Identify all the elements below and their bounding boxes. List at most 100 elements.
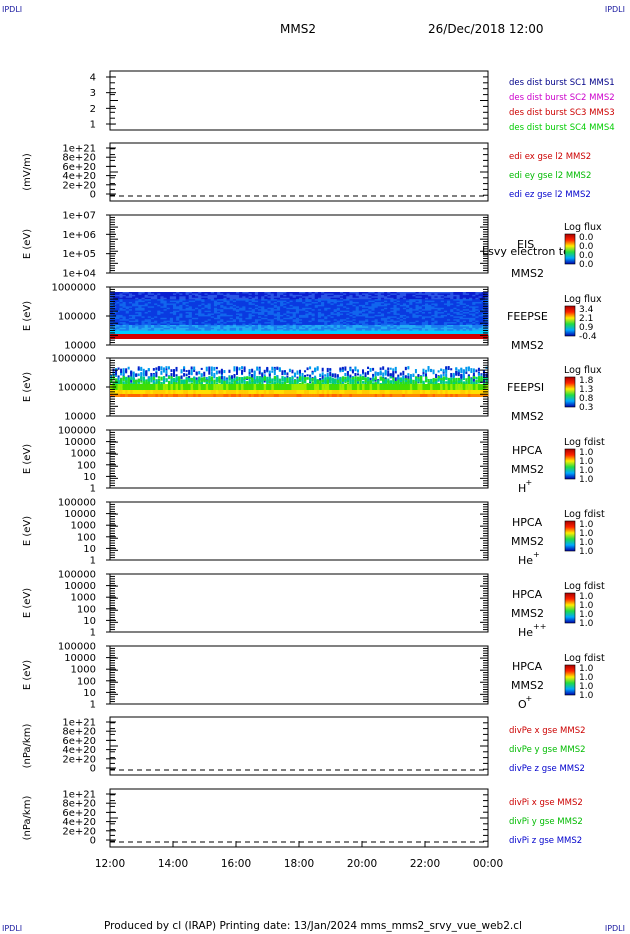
spectrogram-cell: [402, 300, 407, 303]
spectrogram-cell: [144, 314, 149, 317]
spectrogram-cell: [270, 310, 275, 313]
spectrogram-cell: [336, 299, 341, 301]
spectrogram-cell: [264, 307, 268, 310]
spectrogram-cell: [358, 326, 363, 329]
spectrogram-cell: [251, 304, 256, 307]
spectrogram-cell: [481, 326, 486, 329]
spectrogram-cell: [475, 306, 479, 309]
spectrogram-cell: [311, 303, 316, 306]
spectrogram-cell: [140, 377, 143, 381]
spectrogram-cell: [264, 293, 268, 296]
spectrogram-cell: [283, 322, 287, 324]
spectrogram-cell: [213, 320, 218, 323]
spectrogram-cell: [112, 371, 115, 375]
spectrogram-cell: [377, 294, 382, 297]
spectrogram-cell: [472, 310, 476, 313]
spectrogram-cell: [321, 323, 325, 326]
spectrogram-cell: [179, 310, 183, 313]
spectrogram-cell: [163, 300, 168, 303]
spectrogram-cell: [132, 332, 136, 334]
spectrogram-cell: [166, 317, 171, 320]
spectrogram-cell: [336, 292, 341, 294]
spectrogram-cell: [135, 373, 138, 377]
spectrogram-cell: [336, 324, 341, 327]
spectrogram-cell: [321, 296, 325, 299]
spectrogram-cell: [239, 297, 243, 300]
spectrogram-cell: [390, 322, 394, 324]
spectrogram-cell: [362, 313, 366, 316]
spectrogram-cell: [141, 312, 146, 314]
spectrogram-cell: [173, 307, 177, 310]
spectrogram-cell: [185, 292, 190, 294]
spectrogram-cell: [402, 292, 407, 294]
spectrogram-cell: [223, 319, 227, 322]
spectrogram-cell: [431, 319, 435, 322]
spectrogram-cell: [258, 320, 262, 323]
spectrogram-cell: [195, 377, 198, 380]
spectrogram-cell: [374, 302, 379, 304]
spectrogram-cell: [258, 384, 262, 390]
spectrogram-cell: [122, 303, 127, 306]
spectrogram-cell: [450, 332, 454, 334]
spectrogram-cell: [236, 297, 240, 300]
spectrogram-cell: [453, 332, 457, 334]
spectrogram-cell: [324, 394, 328, 397]
spectrogram-cell: [355, 317, 360, 320]
spectrogram-cell: [163, 310, 168, 313]
spectrogram-cell: [116, 296, 120, 299]
spectrogram-cell: [289, 332, 294, 334]
spectrogram-cell: [119, 312, 123, 314]
spectrogram-cell: [346, 307, 350, 310]
spectrogram-cell: [175, 382, 178, 385]
spectrogram-cell: [226, 317, 231, 320]
spectrogram-cell: [267, 303, 272, 306]
spectrogram-cell: [251, 307, 256, 310]
spectrogram-cell: [447, 326, 451, 329]
spectrogram-cell: [447, 312, 451, 314]
spectrogram-cell: [258, 296, 262, 299]
spectrogram-cell: [264, 329, 268, 332]
spectrogram-cell: [469, 293, 473, 296]
spectrogram-cell: [352, 299, 357, 301]
spectrogram-cell: [185, 310, 190, 313]
spectrogram-cell: [229, 332, 234, 334]
spectrogram-cell: [301, 378, 304, 381]
spectrogram-cell: [145, 382, 148, 385]
spectrogram-cell: [166, 329, 171, 332]
spectrogram-cell: [380, 312, 385, 314]
spectrogram-cell: [162, 381, 166, 386]
spectrogram-cell: [188, 313, 193, 316]
spectrogram-cell: [125, 329, 130, 332]
spectrogram-cell: [453, 300, 457, 303]
spectrogram-cell: [204, 332, 209, 334]
spectrogram-cell: [276, 320, 281, 323]
spectrogram-cell: [273, 330, 278, 333]
spectrogram-cell: [330, 293, 335, 296]
spectrogram-cell: [125, 293, 130, 296]
spectrogram-cell: [215, 370, 218, 375]
spectrogram-cell: [289, 323, 294, 326]
spectrogram-cell: [412, 296, 416, 299]
spectrogram-cell: [317, 324, 322, 327]
spectrogram-cell: [465, 316, 470, 319]
spectrogram-cell: [456, 329, 461, 332]
spectrogram-cell: [305, 324, 309, 327]
spectrogram-cell: [207, 300, 212, 303]
spectrogram-cell: [336, 374, 339, 378]
spectrogram-cell: [402, 309, 407, 312]
spectrogram-cell: [239, 326, 243, 329]
spectrogram-cell: [220, 324, 224, 327]
spectrogram-cell: [380, 314, 385, 317]
spectrogram-cell: [333, 297, 338, 300]
spectrogram-cell: [251, 377, 254, 383]
spectrogram-cell: [484, 309, 489, 312]
spectrogram-cell: [138, 322, 142, 324]
spectrogram-cell: [358, 313, 363, 316]
spectrogram-cell: [380, 322, 385, 324]
spectrogram-cell: [387, 299, 391, 301]
spectrogram-cell: [210, 313, 215, 316]
spectrogram-cell: [358, 292, 363, 294]
spectrogram-cell: [288, 384, 292, 390]
spectrogram-cell: [327, 320, 331, 323]
spectrogram-cell: [346, 326, 350, 329]
